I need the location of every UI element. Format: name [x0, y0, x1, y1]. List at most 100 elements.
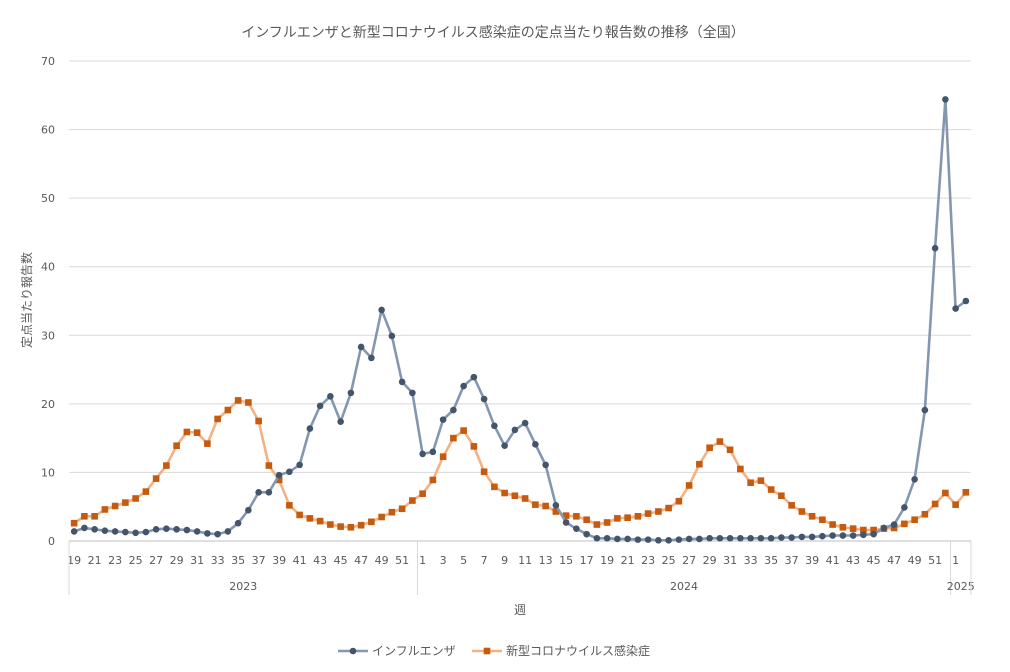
x-tick-label: 21: [88, 554, 102, 567]
x-tick-label: 7: [481, 554, 488, 567]
data-point: [224, 528, 232, 535]
x-tick-label: 17: [580, 554, 594, 567]
data-point: [511, 492, 519, 500]
data-point: [347, 523, 355, 531]
x-tick-label: 41: [293, 554, 307, 567]
data-point: [173, 526, 180, 533]
x-tick-label: 37: [785, 554, 799, 567]
data-point: [511, 426, 519, 434]
data-point: [460, 382, 467, 390]
data-point: [798, 508, 806, 515]
data-point: [655, 508, 662, 515]
data-point: [306, 425, 314, 432]
legend-marker: [483, 647, 491, 655]
data-point: [316, 402, 324, 410]
data-point: [706, 444, 713, 452]
data-point: [757, 477, 765, 484]
data-point: [624, 535, 631, 543]
data-point: [962, 297, 970, 305]
data-point: [327, 393, 334, 400]
data-point: [942, 489, 949, 497]
year-label: 2023: [229, 580, 257, 593]
data-point: [152, 475, 160, 482]
year-label: 2024: [670, 580, 698, 593]
series: [70, 397, 970, 534]
data-point: [470, 373, 478, 381]
data-point: [296, 511, 303, 519]
data-point: [726, 534, 734, 542]
legend-item: インフルエンザ: [338, 644, 456, 658]
y-tick-label: 70: [41, 55, 55, 68]
y-axis-tick-labels: 0 10 20 30 40 50 60 70: [41, 55, 55, 548]
data-point: [101, 527, 109, 535]
data-point: [450, 434, 457, 442]
x-tick-label: 49: [908, 554, 922, 567]
data-point: [614, 515, 621, 522]
data-point: [808, 533, 816, 541]
legend: インフルエンザ 新型コロナウイルス感染症: [338, 643, 650, 658]
data-point: [234, 519, 242, 527]
x-tick-label: 5: [460, 554, 467, 567]
data-point: [480, 395, 488, 403]
x-tick-label: 3: [440, 554, 447, 567]
x-tick-label: 35: [764, 554, 778, 567]
data-point: [286, 468, 293, 476]
data-point: [634, 513, 642, 520]
data-point: [808, 513, 816, 520]
data-point: [245, 399, 252, 406]
data-point: [91, 513, 98, 520]
x-tick-label: 29: [170, 554, 184, 567]
x-axis: 19 21 23 25 27 29 31 33 35 37 39 41 43 45 47 49 51 1 3 5 7 9 1…: [67, 540, 975, 595]
data-point: [337, 523, 344, 530]
data-point: [204, 440, 211, 447]
series-layer: [70, 96, 970, 544]
data-point: [788, 534, 795, 541]
data-point: [675, 497, 683, 505]
data-point: [388, 508, 396, 516]
data-point: [696, 535, 703, 543]
x-tick-label: 29: [703, 554, 717, 567]
data-point: [132, 529, 139, 537]
data-point: [183, 526, 191, 534]
x-tick-label: 47: [887, 554, 901, 567]
data-point: [101, 506, 109, 513]
data-point: [491, 422, 498, 430]
x-tick-label: 27: [149, 554, 163, 567]
data-point: [737, 465, 744, 473]
x-tick-label: 31: [723, 554, 737, 567]
series: [70, 96, 970, 544]
data-point: [173, 442, 180, 449]
data-point: [624, 514, 631, 521]
x-tick-label: 51: [395, 554, 409, 567]
x-tick-label: 27: [682, 554, 696, 567]
data-point: [460, 427, 467, 434]
data-point: [931, 244, 939, 252]
data-point: [747, 534, 754, 542]
data-point: [675, 536, 683, 543]
data-point: [357, 343, 365, 351]
data-point: [583, 530, 590, 538]
data-point: [255, 417, 262, 425]
data-point: [665, 537, 672, 544]
data-point: [532, 441, 539, 448]
data-point: [152, 526, 160, 533]
data-point: [644, 536, 652, 543]
data-point: [860, 531, 867, 539]
data-point: [193, 429, 201, 436]
data-point: [347, 389, 355, 397]
x-axis-title: 週: [514, 603, 526, 617]
data-point: [163, 525, 170, 532]
data-point: [183, 428, 191, 436]
x-tick-label: 33: [211, 554, 225, 567]
data-point: [521, 495, 529, 502]
data-point: [644, 510, 652, 517]
data-point: [193, 528, 201, 535]
x-tick-label: 35: [231, 554, 245, 567]
x-tick-label: 19: [67, 554, 81, 567]
x-tick-label: 1: [419, 554, 426, 567]
data-point: [542, 502, 549, 510]
gridlines: [69, 60, 971, 473]
data-point: [665, 504, 672, 512]
data-point: [91, 526, 98, 533]
data-point: [573, 525, 580, 532]
